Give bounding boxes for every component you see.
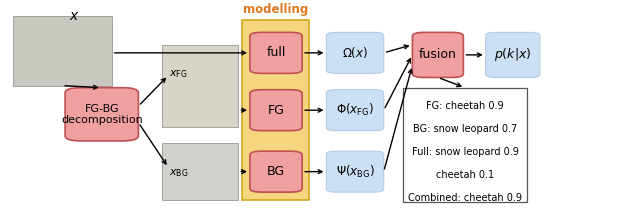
Text: FG-BG
decomposition: FG-BG decomposition — [61, 104, 143, 125]
Text: $x_{\mathrm{BG}}$: $x_{\mathrm{BG}}$ — [169, 167, 188, 178]
Text: full: full — [266, 46, 285, 59]
FancyBboxPatch shape — [65, 88, 138, 141]
FancyBboxPatch shape — [326, 90, 384, 131]
Text: BG: snow leopard 0.7: BG: snow leopard 0.7 — [413, 124, 517, 134]
FancyBboxPatch shape — [486, 32, 540, 77]
Text: FG: FG — [268, 104, 284, 117]
Text: $x$: $x$ — [69, 9, 80, 23]
Text: $\Phi(x_{\mathrm{FG}})$: $\Phi(x_{\mathrm{FG}})$ — [336, 102, 374, 118]
Text: BG: BG — [267, 165, 285, 178]
FancyBboxPatch shape — [326, 151, 384, 192]
FancyBboxPatch shape — [412, 32, 463, 77]
Text: fusion: fusion — [419, 48, 457, 61]
Text: $p(k|x)$: $p(k|x)$ — [494, 46, 531, 63]
Bar — [243, 20, 309, 200]
FancyBboxPatch shape — [250, 90, 302, 131]
Text: cheetah 0.1: cheetah 0.1 — [436, 170, 494, 180]
Bar — [13, 16, 111, 86]
Text: $\Psi(x_{\mathrm{BG}})$: $\Psi(x_{\mathrm{BG}})$ — [335, 163, 374, 180]
Text: $\Omega(x)$: $\Omega(x)$ — [342, 45, 368, 60]
FancyBboxPatch shape — [250, 32, 302, 73]
Text: $x_{\mathrm{FG}}$: $x_{\mathrm{FG}}$ — [169, 68, 188, 80]
Text: Combined: cheetah 0.9: Combined: cheetah 0.9 — [408, 193, 522, 203]
FancyBboxPatch shape — [326, 32, 384, 73]
Bar — [162, 45, 239, 127]
Text: modelling: modelling — [243, 3, 308, 16]
Bar — [162, 143, 239, 200]
Bar — [403, 88, 527, 202]
Text: Full: snow leopard 0.9: Full: snow leopard 0.9 — [412, 147, 518, 157]
Text: FG: cheetah 0.9: FG: cheetah 0.9 — [426, 101, 504, 111]
FancyBboxPatch shape — [250, 151, 302, 192]
